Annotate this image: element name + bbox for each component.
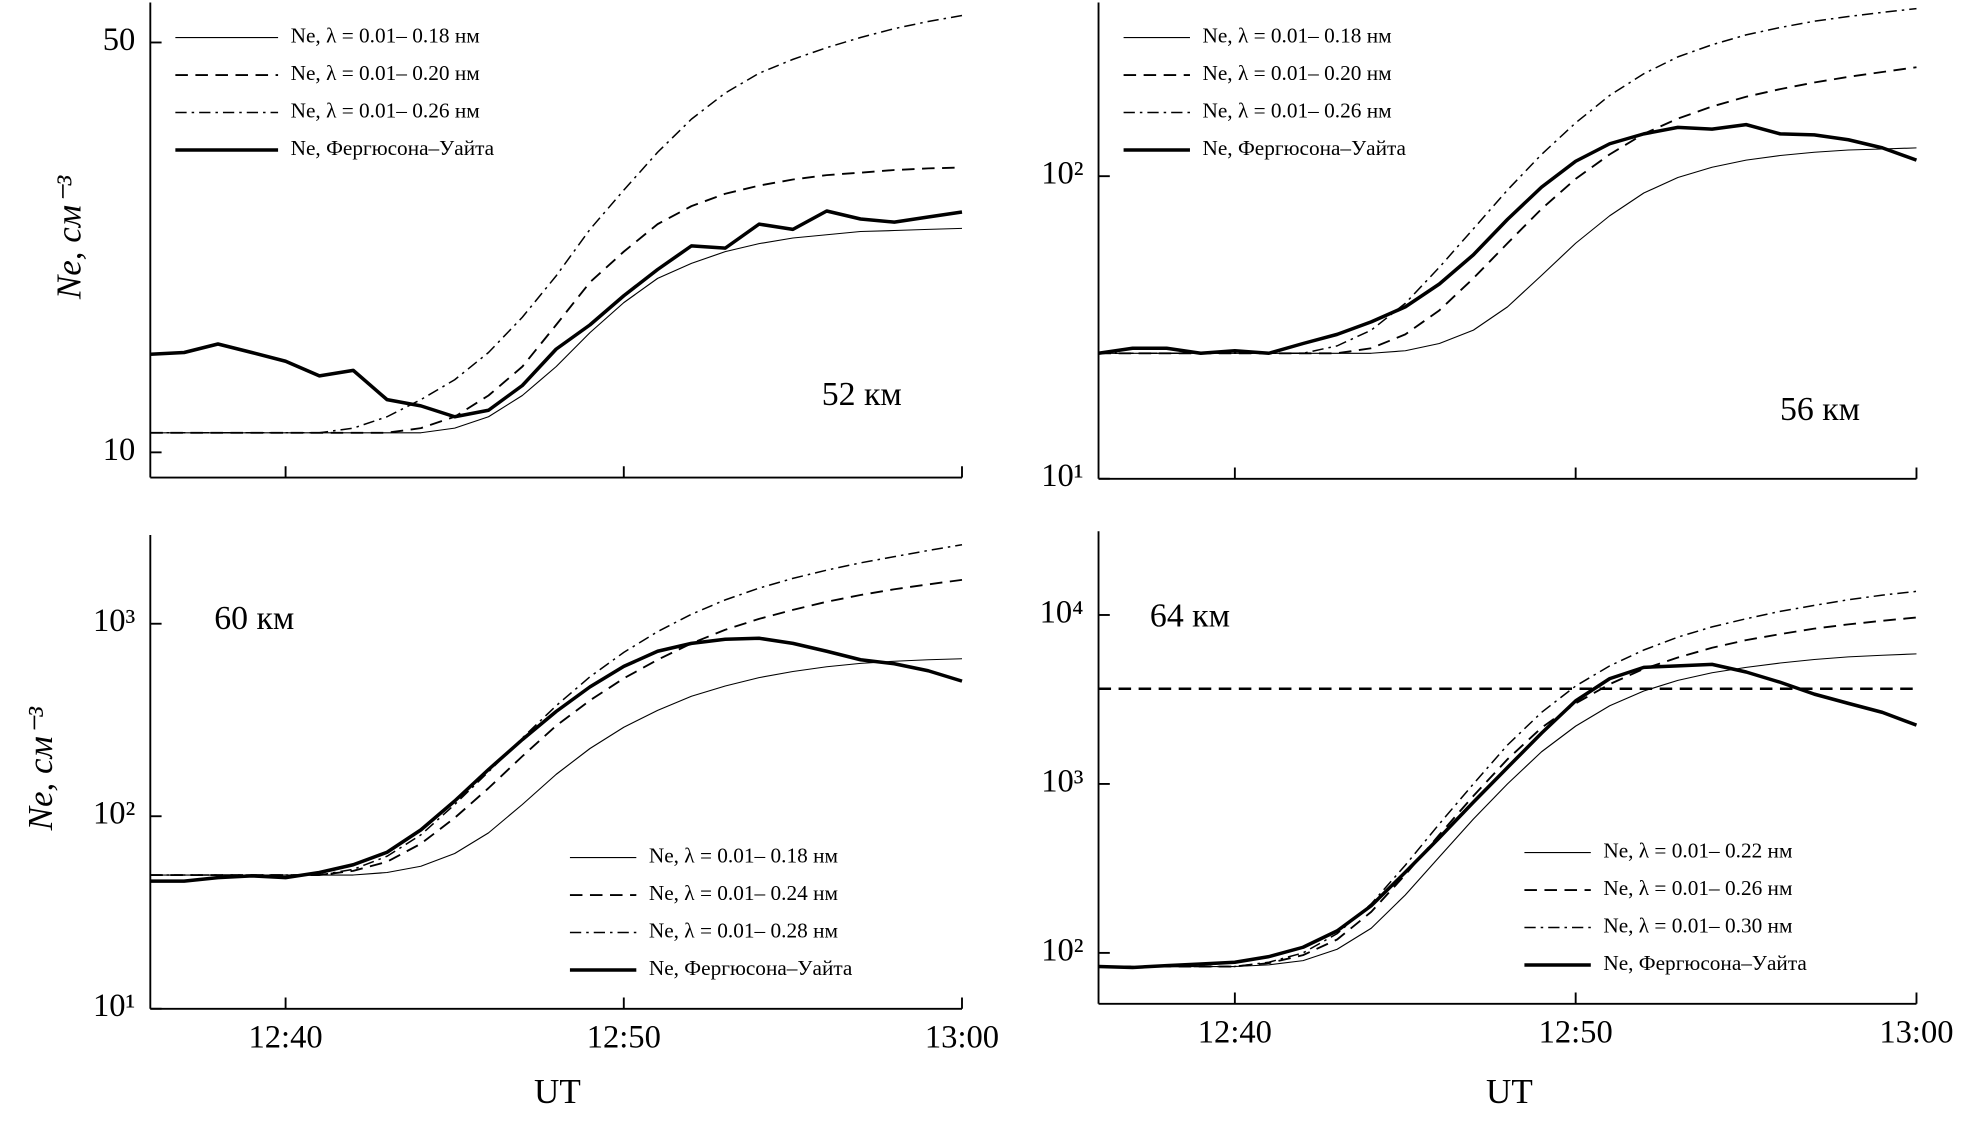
series-line (1098, 616, 1917, 968)
legend-label: Ne, λ = 0.01– 0.26 нм (1202, 98, 1391, 122)
legend-label: Ne, λ = 0.01– 0.20 нм (1202, 61, 1391, 85)
y-axis-label: Ne, см⁻³ (21, 707, 60, 832)
legend-label: Ne, λ = 0.01– 0.24 нм (649, 881, 838, 905)
y-tick-label: 10³ (93, 603, 136, 639)
y-tick-label: 50 (103, 22, 136, 58)
y-tick-label: 10² (1041, 932, 1083, 968)
legend-label: Ne, λ = 0.01– 0.18 нм (291, 23, 480, 47)
legend-label: Ne, Фергюсона–Уайта (1603, 951, 1807, 975)
panel: 10¹ 10² Ne, λ = 0.01– 0.18 нм Ne, λ = 0.01–… (1041, 2, 1918, 494)
annotation: 52 км (822, 376, 902, 413)
annotation: 56 км (1780, 391, 1860, 428)
x-tick-label: 13:00 (925, 1019, 999, 1055)
y-tick-label: 10⁴ (1040, 594, 1084, 630)
legend-label: Ne, λ = 0.01– 0.18 нм (649, 843, 838, 867)
panel: 10 50 Ne, λ = 0.01– 0.18 нм Ne, λ = 0.01– 0… (50, 2, 963, 479)
series-line (150, 658, 963, 876)
legend-label: Ne, Фергюсона–Уайта (1202, 136, 1406, 160)
x-tick-label: 12:40 (1198, 1014, 1272, 1050)
y-tick-label: 10¹ (1041, 458, 1083, 494)
y-tick-label: 10² (93, 796, 135, 832)
series-line (150, 14, 963, 434)
series-line (150, 166, 963, 434)
annotation: 60 км (214, 600, 294, 637)
annotation: 64 км (1150, 598, 1230, 635)
x-tick-label: 12:50 (1539, 1014, 1613, 1050)
series-line (1098, 653, 1917, 968)
series-line (1098, 7, 1917, 355)
y-tick-label: 10² (1041, 156, 1083, 192)
x-axis-label: UT (1486, 1072, 1533, 1111)
legend-label: Ne, λ = 0.01– 0.18 нм (1202, 23, 1391, 47)
series-line (1098, 122, 1918, 355)
legend-label: Ne, λ = 0.01– 0.20 нм (291, 61, 480, 85)
y-tick-label: 10¹ (93, 988, 135, 1024)
x-axis-label: UT (534, 1072, 581, 1111)
y-axis-label: Ne, см⁻³ (50, 175, 89, 300)
series-line (150, 636, 963, 883)
x-tick-label: 12:40 (249, 1019, 323, 1055)
legend-label: Ne, λ = 0.01– 0.26 нм (291, 98, 480, 122)
legend-label: Ne, λ = 0.01– 0.22 нм (1603, 838, 1792, 862)
x-tick-label: 12:50 (587, 1019, 661, 1055)
figure-body: 10 50 Ne, λ = 0.01– 0.18 нм Ne, λ = 0.01– 0… (21, 2, 1954, 1111)
legend-label: Ne, Фергюсона–Уайта (291, 136, 495, 160)
panel: 10² 10³ 10⁴ 12:40 12:50 13:00 Ne, λ = 0.01– 0.… (1040, 531, 1954, 1111)
series-line (1098, 662, 1918, 970)
legend-label: Ne, λ = 0.01– 0.30 нм (1603, 913, 1792, 937)
legend-label: Ne, Фергюсона–Уайта (649, 956, 853, 980)
series-line (150, 544, 963, 876)
series-line (150, 209, 963, 419)
x-tick-label: 13:00 (1879, 1014, 1953, 1050)
legend-label: Ne, λ = 0.01– 0.26 нм (1603, 876, 1792, 900)
y-tick-label: 10 (103, 432, 136, 468)
series-line (1098, 66, 1917, 355)
panel: 10¹ 10² 10³ 12:40 12:50 13:00 Ne, λ = 0.01– 0.… (21, 535, 999, 1111)
series-line (1098, 147, 1917, 354)
y-tick-label: 10³ (1041, 763, 1084, 799)
series-line (1098, 590, 1917, 968)
legend-label: Ne, λ = 0.01– 0.28 нм (649, 918, 838, 942)
